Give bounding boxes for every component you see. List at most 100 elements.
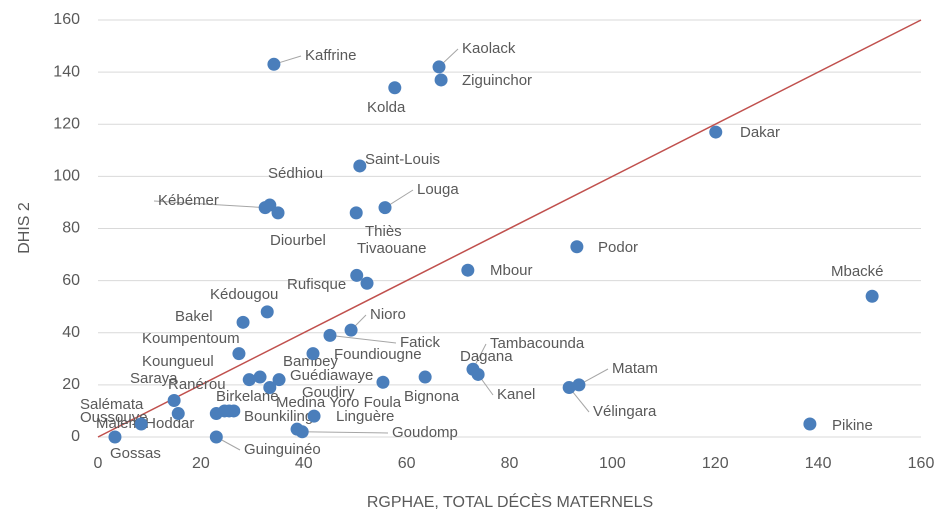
point bbox=[434, 73, 448, 87]
y-axis-label: DHIS 2 bbox=[16, 202, 33, 254]
y-tick-label: 140 bbox=[53, 63, 80, 80]
point bbox=[209, 430, 223, 444]
point bbox=[263, 198, 277, 212]
x-tick-label: 120 bbox=[702, 455, 729, 472]
point-label: Bignona bbox=[404, 388, 460, 405]
point bbox=[218, 404, 232, 418]
x-tick-label: 160 bbox=[908, 455, 935, 472]
point-label: Kanel bbox=[497, 386, 535, 403]
point-label: Bakel bbox=[175, 308, 213, 325]
y-tick-label: 0 bbox=[71, 428, 80, 445]
y-tick-label: 160 bbox=[53, 11, 80, 28]
point-label: Kaffrine bbox=[305, 47, 356, 64]
point bbox=[272, 373, 286, 387]
point bbox=[803, 417, 817, 431]
point-label: Vélingara bbox=[593, 403, 657, 420]
point-label: Thiès bbox=[365, 223, 402, 240]
point bbox=[236, 315, 250, 329]
point-label: Mbour bbox=[490, 262, 533, 279]
point bbox=[263, 380, 277, 394]
point-label: Mbacké bbox=[831, 263, 884, 280]
point-label: Dakar bbox=[740, 124, 780, 141]
point bbox=[360, 276, 374, 290]
point bbox=[471, 367, 485, 381]
point bbox=[295, 425, 309, 439]
point-label: Bounkiling bbox=[244, 408, 313, 425]
point-label: Salémata bbox=[80, 396, 144, 413]
x-tick-label: 100 bbox=[599, 455, 626, 472]
point-label: Nioro bbox=[370, 306, 406, 323]
point bbox=[378, 201, 392, 215]
point bbox=[307, 409, 321, 423]
x-axis-label: RGPHAE, TOTAL DÉCÈS MATERNELS bbox=[367, 492, 653, 511]
point bbox=[570, 240, 584, 254]
y-tick-label: 120 bbox=[53, 115, 80, 132]
point bbox=[709, 125, 723, 139]
point-label: Tambacounda bbox=[490, 335, 585, 352]
point bbox=[376, 375, 390, 389]
leader-line bbox=[329, 334, 397, 344]
point bbox=[344, 323, 358, 337]
point-label: Koungueul bbox=[142, 353, 214, 370]
point bbox=[349, 206, 363, 220]
point bbox=[461, 263, 475, 277]
x-tick-label: 140 bbox=[805, 455, 832, 472]
point bbox=[271, 206, 285, 220]
x-tick-label: 40 bbox=[295, 455, 313, 472]
point-label: Fatick bbox=[400, 334, 441, 351]
point-label: Matam bbox=[612, 360, 658, 377]
leader-line bbox=[153, 200, 266, 209]
y-tick-label: 40 bbox=[62, 324, 80, 341]
x-tick-label: 20 bbox=[192, 455, 210, 472]
point-label: Goudiry bbox=[302, 384, 355, 401]
point-label: Dagana bbox=[460, 348, 513, 365]
point-label: Pikine bbox=[832, 417, 873, 434]
point-label: Medina Yoro Foula bbox=[276, 394, 402, 411]
point bbox=[171, 407, 185, 421]
point bbox=[562, 380, 576, 394]
point bbox=[260, 305, 274, 319]
point bbox=[388, 81, 402, 95]
point bbox=[108, 430, 122, 444]
leader-line bbox=[302, 431, 389, 434]
x-tick-label: 60 bbox=[398, 455, 416, 472]
point bbox=[253, 370, 267, 384]
point-label: Ziguinchor bbox=[462, 72, 532, 89]
point bbox=[227, 404, 241, 418]
y-tick-label: 100 bbox=[53, 168, 80, 185]
point-label: Guinguinéo bbox=[244, 441, 321, 458]
point-label: Bambey bbox=[283, 353, 339, 370]
point-label: Kaolack bbox=[462, 40, 516, 57]
point bbox=[167, 394, 181, 408]
point-label: Kédougou bbox=[210, 286, 278, 303]
point bbox=[306, 347, 320, 361]
point bbox=[432, 60, 446, 74]
point-label: Ranérou bbox=[168, 376, 226, 393]
diagonal-line bbox=[97, 19, 922, 438]
point bbox=[242, 373, 256, 387]
y-tick-label: 60 bbox=[62, 272, 80, 289]
point bbox=[865, 289, 879, 303]
x-tick-label: 80 bbox=[501, 455, 519, 472]
point bbox=[350, 268, 364, 282]
point bbox=[134, 417, 148, 431]
point-label: Podor bbox=[598, 239, 638, 256]
y-tick-label: 20 bbox=[62, 376, 80, 393]
point-label: Oussouye bbox=[80, 409, 148, 426]
point-label: Kébémer bbox=[158, 192, 219, 209]
point-label: Kolda bbox=[367, 99, 406, 116]
point bbox=[418, 370, 432, 384]
point-label: Birkelane bbox=[216, 388, 279, 405]
point-label: Goudomp bbox=[392, 424, 458, 441]
point-label: Diourbel bbox=[270, 232, 326, 249]
point-label: Koumpentoum bbox=[142, 330, 240, 347]
x-tick-label: 0 bbox=[94, 455, 103, 472]
point-label: Gossas bbox=[110, 445, 161, 462]
point bbox=[323, 328, 337, 342]
point bbox=[267, 57, 281, 71]
point bbox=[353, 159, 367, 173]
point-label: Guédiawaye bbox=[290, 367, 373, 384]
point-label: Rufisque bbox=[287, 276, 346, 293]
point bbox=[572, 378, 586, 392]
